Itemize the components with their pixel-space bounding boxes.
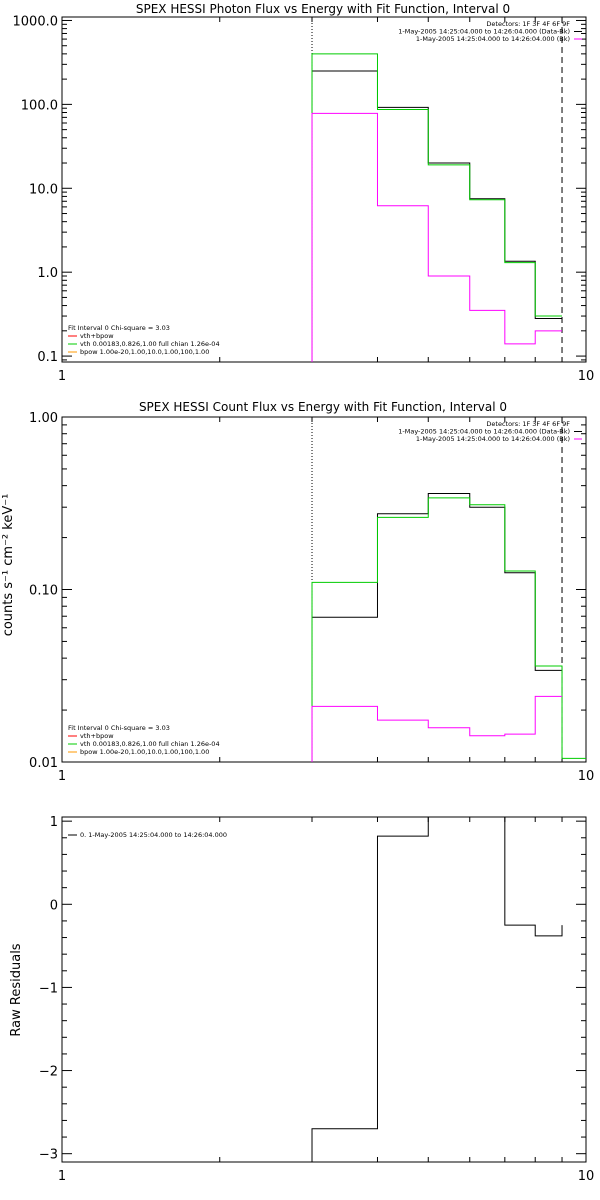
count-flux-legend-entry: vth+bpow	[80, 732, 114, 740]
residuals-y-tick-labels: −3 −2 −1 0 1	[39, 815, 58, 1163]
count-flux-legend: Fit Interval 0 Chi-square = 3.03vth+bpow…	[68, 724, 220, 756]
count-flux-info: Detectors: 1F 3F 4F 6F 9F1-May-2005 14:2…	[398, 420, 582, 443]
photon-flux-info-line: 1-May-2005 14:25:04.000 to 14:26:04.000 …	[398, 28, 570, 36]
count-flux-panel: SPEX HESSI Count Flux vs Energy with Fit…	[1, 400, 594, 784]
residuals-y-tick-label: 1	[50, 815, 58, 830]
residuals-y-axis-label: Raw Residuals	[9, 943, 24, 1036]
photon-flux-panel: SPEX HESSI Photon Flux vs Energy with Fi…	[13, 2, 595, 384]
residuals-y-tick-label: −2	[39, 1065, 58, 1080]
photon-flux-info-line: 1-May-2005 14:25:04.000 to 14:26:04.000 …	[416, 35, 570, 43]
photon-flux-y-tick-label: 100.0	[21, 98, 58, 113]
count-flux-info-line: 1-May-2005 14:25:04.000 to 14:26:04.000 …	[416, 435, 570, 443]
photon-flux-plot-frame	[61, 16, 587, 363]
residuals-y-tick-label: 0	[50, 898, 58, 913]
count-flux-legend-entry: bpow 1.00e-20,1.00,10.0,1.00,100,1.00	[80, 748, 209, 756]
photon-flux-y-tick-label: 10.0	[29, 182, 58, 197]
count-flux-info-line: Detectors: 1F 3F 4F 6F 9F	[486, 420, 570, 428]
residuals-panel: Raw Residuals −3 −2 −1 0 1 1 10 0. 1-May-2005…	[9, 815, 594, 1184]
photon-flux-series-1	[311, 53, 563, 362]
photon-flux-legend-entry: bpow 1.00e-20,1.00,10.0,1.00,100,1.00	[80, 348, 209, 356]
count-flux-series-0	[311, 493, 563, 762]
residuals-x-tick-labels: 1 10	[58, 1169, 594, 1184]
count-flux-marks	[61, 416, 587, 763]
photon-flux-x-tick-label: 10	[578, 369, 595, 384]
photon-flux-series-2	[311, 112, 563, 362]
residuals-legend: 0. 1-May-2005 14:25:04.000 to 14:26:04.0…	[68, 831, 227, 839]
photon-flux-series-0	[311, 70, 563, 362]
photon-flux-legend-entry: vth+bpow	[80, 332, 114, 340]
residuals-marks	[61, 816, 587, 1162]
photon-flux-legend-entry: Fit Interval 0 Chi-square = 3.03	[68, 324, 170, 332]
count-flux-legend-entry: Fit Interval 0 Chi-square = 3.03	[68, 724, 170, 732]
photon-flux-info: Detectors: 1F 3F 4F 6F 9F1-May-2005 14:2…	[398, 20, 582, 43]
photon-flux-x-tick-labels: 1 10	[58, 369, 594, 384]
count-flux-x-tick-labels: 1 10	[58, 769, 594, 784]
photon-flux-legend-entry: vth 0.00183,0.826,1.00 full chian 1.26e-…	[80, 340, 220, 348]
photon-flux-title: SPEX HESSI Photon Flux vs Energy with Fi…	[136, 2, 510, 16]
count-flux-y-tick-label: 0.10	[29, 584, 58, 599]
photon-flux-y-tick-label: 0.1	[37, 350, 58, 365]
photon-flux-legend: Fit Interval 0 Chi-square = 3.03vth+bpow…	[68, 324, 220, 356]
photon-flux-y-tick-labels: 0.1 1.0 10.0 100.0 1000.0	[13, 14, 59, 365]
count-flux-series-1	[311, 497, 586, 762]
residuals-legend-entry: 0. 1-May-2005 14:25:04.000 to 14:26:04.0…	[80, 831, 227, 839]
photon-flux-marks	[61, 17, 587, 362]
count-flux-series-2	[311, 695, 563, 762]
count-flux-y-tick-label: 1.00	[29, 411, 58, 426]
count-flux-legend-entry: vth 0.00183,0.826,1.00 full chian 1.26e-…	[80, 740, 220, 748]
photon-flux-x-tick-label: 1	[58, 369, 66, 384]
count-flux-x-tick-label: 10	[578, 769, 595, 784]
residuals-x-tick-label: 10	[578, 1169, 595, 1184]
residuals-x-tick-label: 1	[58, 1169, 66, 1184]
count-flux-y-tick-labels: 0.01 0.10 1.00	[29, 411, 58, 771]
count-flux-x-tick-label: 1	[58, 769, 66, 784]
residuals-y-tick-label: −1	[39, 981, 58, 996]
count-flux-title: SPEX HESSI Count Flux vs Energy with Fit…	[139, 400, 507, 414]
residuals-plot-frame	[61, 816, 587, 1163]
count-flux-y-tick-label: 0.01	[29, 756, 58, 771]
residuals-series-0	[311, 816, 563, 1162]
count-flux-y-axis-label: counts s⁻¹ cm⁻² keV⁻¹	[1, 494, 16, 637]
count-flux-plot-frame	[61, 416, 587, 763]
photon-flux-y-tick-label: 1.0	[37, 266, 58, 281]
photon-flux-info-line: Detectors: 1F 3F 4F 6F 9F	[486, 20, 570, 28]
count-flux-info-line: 1-May-2005 14:25:04.000 to 14:26:04.000 …	[398, 428, 570, 436]
residuals-y-tick-label: −3	[39, 1148, 58, 1163]
photon-flux-y-tick-label: 1000.0	[13, 14, 59, 29]
